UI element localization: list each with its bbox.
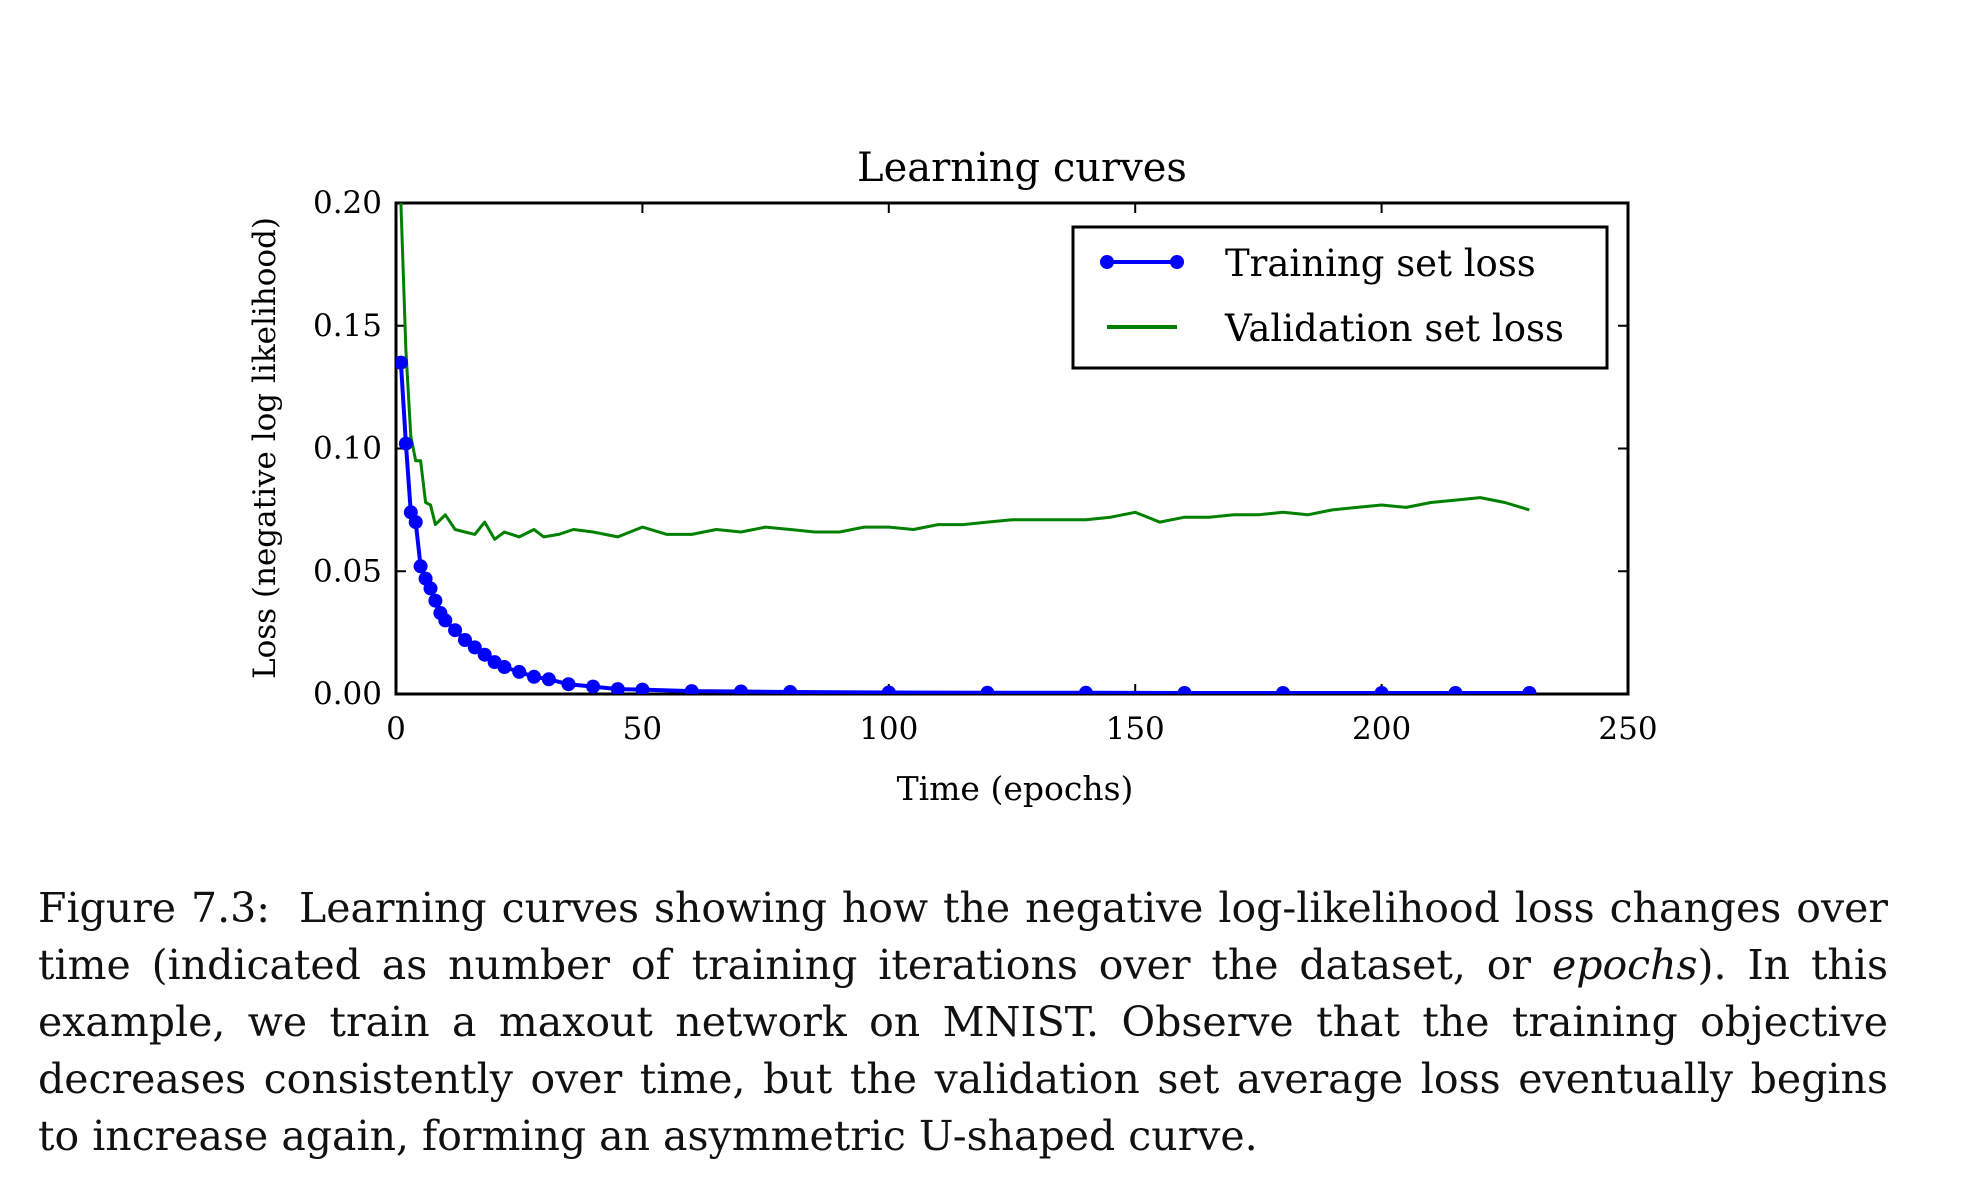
training-set-loss-point (408, 515, 423, 530)
training-set-loss-point (1374, 686, 1389, 694)
training-set-loss-point (610, 682, 625, 694)
caption-label: Figure 7.3: (38, 884, 271, 932)
y-tick-label: 0.10 (313, 431, 382, 467)
x-axis-label: Time (epochs) (897, 769, 1134, 808)
caption-text-after: ). In this example, we train a maxout ne… (38, 941, 1888, 1160)
training-set-loss-point (396, 355, 408, 370)
training-set-loss-point (635, 682, 650, 694)
training-set-loss-point (1522, 686, 1537, 694)
y-tick-label: 0.20 (313, 185, 382, 221)
legend: Training set loss Validation set loss (1071, 225, 1609, 370)
training-set-loss-point (512, 664, 527, 679)
training-set-loss-point (428, 593, 443, 608)
x-tick-label: 200 (1352, 711, 1411, 747)
x-tick-label: 100 (859, 711, 918, 747)
training-set-loss-point (1078, 685, 1093, 694)
x-tick-label: 250 (1598, 711, 1657, 747)
training-set-loss-point (497, 660, 512, 674)
legend-training-marker (1170, 255, 1184, 269)
training-set-loss-point (398, 436, 413, 451)
figure-caption: Figure 7.3: Learning curves showing how … (38, 880, 1888, 1165)
caption-text-before: Learning curves showing how the negative… (38, 884, 1888, 989)
x-tick-label: 0 (386, 711, 406, 747)
validation-set-loss-line (399, 203, 1530, 541)
training-set-loss-point (423, 581, 438, 596)
caption-emphasis: epochs (1551, 941, 1698, 989)
legend-box (1071, 225, 1609, 370)
legend-training-marker (1100, 255, 1114, 269)
training-set-loss-point (1276, 686, 1290, 694)
training-set-loss-point (1177, 686, 1192, 694)
learning-curves-chart: Learning curves 0 50 100 150 200 2500.000.050… (247, 145, 1658, 808)
y-tick-label: 0.15 (313, 308, 382, 344)
training-set-loss-point (684, 684, 699, 694)
axis-ticks: 0 50 100 150 200 250 0.00 0.05 0.10 0.15 0.20 (313, 185, 1658, 747)
training-set-loss-point (527, 669, 541, 684)
series-layer (396, 203, 1537, 694)
legend-validation-label: Validation set loss (1224, 307, 1564, 350)
training-set-loss-point (980, 685, 995, 694)
x-tick-label: 150 (1106, 711, 1165, 747)
training-set-loss-point (1448, 686, 1463, 694)
training-set-loss-point (458, 633, 472, 647)
training-set-loss-point (467, 640, 482, 655)
legend-training-label: Training set loss (1225, 242, 1536, 285)
x-tick-label: 50 (623, 711, 662, 747)
training-set-loss-point (477, 647, 492, 662)
training-set-loss-point (881, 685, 896, 694)
training-set-loss-point (541, 672, 556, 687)
training-set-loss-point (448, 623, 463, 638)
training-set-loss-point (413, 559, 428, 574)
training-set-loss-point (734, 684, 748, 694)
training-set-loss-point (561, 677, 576, 692)
training-set-loss-point (438, 613, 453, 628)
training-set-loss-point (783, 685, 798, 694)
y-tick-label: 0.05 (313, 553, 382, 589)
y-axis-label: Loss (negative log likelihood) (247, 217, 283, 679)
chart-title: Learning curves (857, 145, 1187, 191)
training-set-loss-point (586, 679, 601, 694)
y-tick-label: 0.00 (313, 676, 382, 712)
